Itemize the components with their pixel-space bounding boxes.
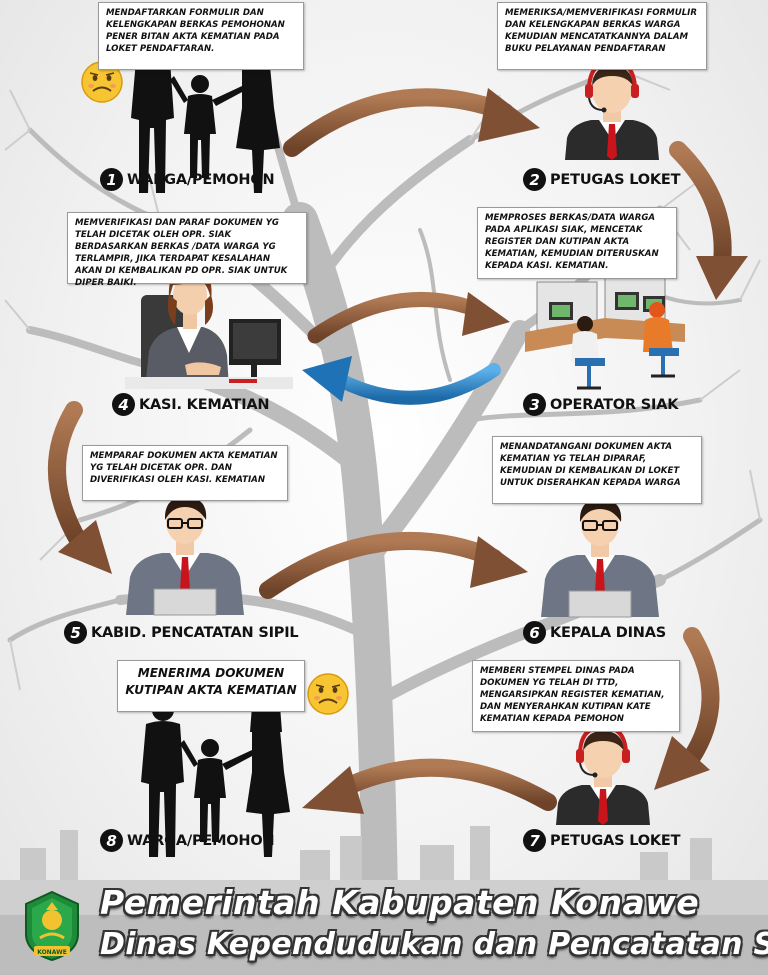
footer-subtitle: Dinas Kependudukan dan Pencatatan Sipil — [100, 927, 768, 962]
step-7-text: MEMBERI STEMPEL DINAS PADA DOKUMEN YG TE… — [480, 666, 665, 724]
step-6-text: MENANDATANGANI DOKUMEN AKTA KEMATIAN YG … — [500, 442, 681, 488]
step-6-description: MENANDATANGANI DOKUMEN AKTA KEMATIAN YG … — [492, 436, 702, 504]
counter-officer-headset-icon-2 — [556, 724, 650, 825]
arrow-7-to-8 — [302, 758, 557, 814]
step-8-number: 8 — [100, 829, 123, 852]
step-4-number: 4 — [112, 393, 135, 416]
sad-face-icon-2 — [307, 673, 349, 715]
step-7-description: MEMBERI STEMPEL DINAS PADA DOKUMEN YG TE… — [472, 660, 680, 732]
counter-officer-headset-icon — [565, 59, 659, 160]
step-3-label: 3 OPERATOR SIAK — [523, 393, 678, 416]
arrow-3-to-4 — [307, 291, 510, 344]
kepala-dinas-laptop-icon — [541, 499, 659, 618]
step-3-number: 3 — [523, 393, 546, 416]
footer-skyline — [0, 880, 768, 975]
step-5-number: 5 — [64, 621, 87, 644]
step-3-description: MEMPROSES BERKAS/DATA WARGA PADA APLIKAS… — [477, 207, 677, 279]
step-4-description: MEMVERIFIKASI DAN PARAF DOKUMEN YG TELAH… — [67, 212, 307, 288]
konawe-logo-icon: KONAWE — [25, 890, 79, 962]
kabid-official-laptop-icon — [126, 497, 244, 616]
step-2-title: PETUGAS LOKET — [550, 171, 681, 188]
step-5-label: 5 KABID. PENCATATAN SIPIL — [64, 621, 299, 644]
step-7-label: 7 PETUGAS LOKET — [523, 829, 680, 852]
step-5-text: MEMPARAF DOKUMEN AKTA KEMATIAN YG TELAH … — [90, 451, 278, 485]
step-3-title: OPERATOR SIAK — [550, 396, 679, 413]
step-5-description: MEMPARAF DOKUMEN AKTA KEMATIAN YG TELAH … — [82, 445, 288, 501]
step-1-number: 1 — [100, 168, 123, 191]
step-5-title: KABID. PENCATATAN SIPIL — [91, 624, 299, 641]
arrow-4-to-5 — [48, 401, 112, 574]
step-8-text: MENERIMA DOKUMEN KUTIPAN AKTA KEMATIAN — [125, 666, 297, 697]
step-7-title: PETUGAS LOKET — [550, 832, 681, 849]
step-2-label: 2 PETUGAS LOKET — [523, 168, 680, 191]
kasi-woman-desk-icon — [125, 265, 293, 389]
step-1-label: 1 WARGA/PEMOHON — [100, 168, 275, 191]
step-8-description: MENERIMA DOKUMEN KUTIPAN AKTA KEMATIAN — [117, 660, 305, 712]
step-6-label: 6 KEPALA DINAS — [523, 621, 666, 644]
footer-banner — [0, 860, 768, 975]
step-1-title: WARGA/PEMOHON — [127, 171, 275, 188]
arrow-1-to-2 — [283, 88, 540, 157]
step-4-title: KASI. KEMATIAN — [139, 396, 270, 413]
step-3-text: MEMPROSES BERKAS/DATA WARGA PADA APLIKAS… — [485, 213, 659, 271]
arrow-4-to-3-return — [302, 356, 501, 405]
step-6-title: KEPALA DINAS — [550, 624, 667, 641]
step-4-text: MEMVERIFIKASI DAN PARAF DOKUMEN YG TELAH… — [75, 218, 288, 288]
step-1-description: MENDAFTARKAN FORMULIR DAN KELENGKAPAN BE… — [98, 2, 304, 70]
step-4-label: 4 KASI. KEMATIAN — [112, 393, 270, 416]
arrow-6-to-7 — [654, 627, 720, 790]
step-7-number: 7 — [523, 829, 546, 852]
step-2-number: 2 — [523, 168, 546, 191]
logo-text: KONAWE — [37, 949, 67, 956]
footer-title: Pemerintah Kabupaten Konawe — [100, 883, 700, 922]
arrow-5-to-6 — [259, 531, 528, 599]
step-6-number: 6 — [523, 621, 546, 644]
arrow-2-to-3 — [669, 141, 748, 300]
step-1-text: MENDAFTARKAN FORMULIR DAN KELENGKAPAN BE… — [106, 8, 285, 54]
step-2-text: MEMERIKSA/MEMVERIFIKASI FORMULIR DAN KEL… — [505, 8, 697, 54]
step-8-title: WARGA/PEMOHON — [127, 832, 275, 849]
step-8-label: 8 WARGA/PEMOHON — [100, 829, 275, 852]
step-2-description: MEMERIKSA/MEMVERIFIKASI FORMULIR DAN KEL… — [497, 2, 707, 70]
